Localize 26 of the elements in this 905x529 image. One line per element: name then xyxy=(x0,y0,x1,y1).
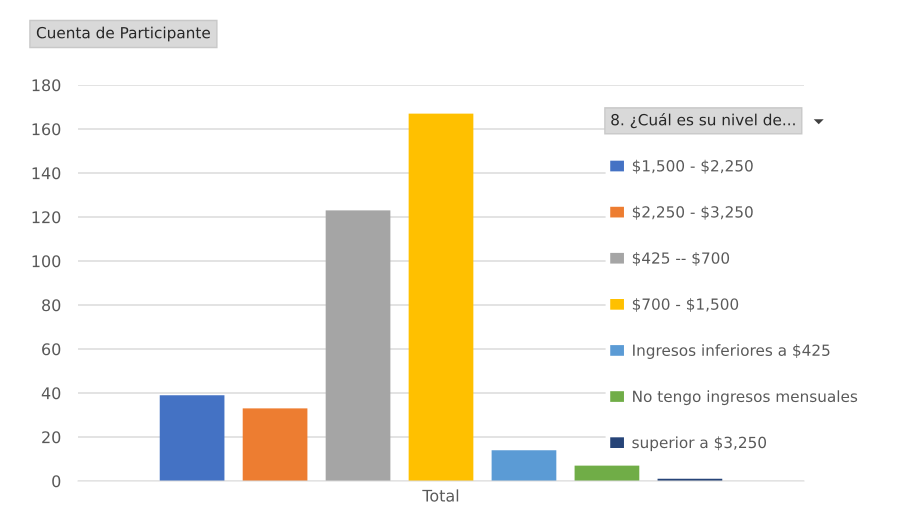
y-tick-label: 120 xyxy=(32,211,60,224)
legend-label: No tengo ingresos mensuales xyxy=(633,390,858,406)
legend-label: $700 - $1,500 xyxy=(632,298,738,312)
bar xyxy=(492,450,556,481)
legend-label: $425 -- $700 xyxy=(632,252,730,266)
legend-label: Ingresos inferiores a $425 xyxy=(633,344,830,359)
legend-title: 8. ¿Cuál es su nivel de... xyxy=(611,113,795,128)
y-tick-label: 80 xyxy=(42,299,60,312)
y-tick-label: 140 xyxy=(32,167,60,180)
legend-label: $2,250 - $3,250 xyxy=(632,206,753,220)
x-tick-label: Total xyxy=(422,489,458,502)
y-tick-label: 40 xyxy=(42,387,60,400)
chart-title: Cuenta de Participante xyxy=(36,26,210,42)
y-tick-label: 100 xyxy=(32,255,60,268)
y-tick-label: 180 xyxy=(32,79,60,92)
bar xyxy=(574,466,640,481)
legend-label: superior a $3,250 xyxy=(632,436,766,452)
y-tick-label: 20 xyxy=(42,431,60,444)
bar xyxy=(408,114,474,481)
bar xyxy=(160,395,224,481)
y-tick-label: 160 xyxy=(32,123,60,136)
y-tick-label: 60 xyxy=(42,343,60,356)
bar xyxy=(242,408,308,481)
y-tick-label: 0 xyxy=(52,475,60,488)
legend-label: $1,500 - $2,250 xyxy=(632,160,753,174)
bar xyxy=(326,210,390,481)
